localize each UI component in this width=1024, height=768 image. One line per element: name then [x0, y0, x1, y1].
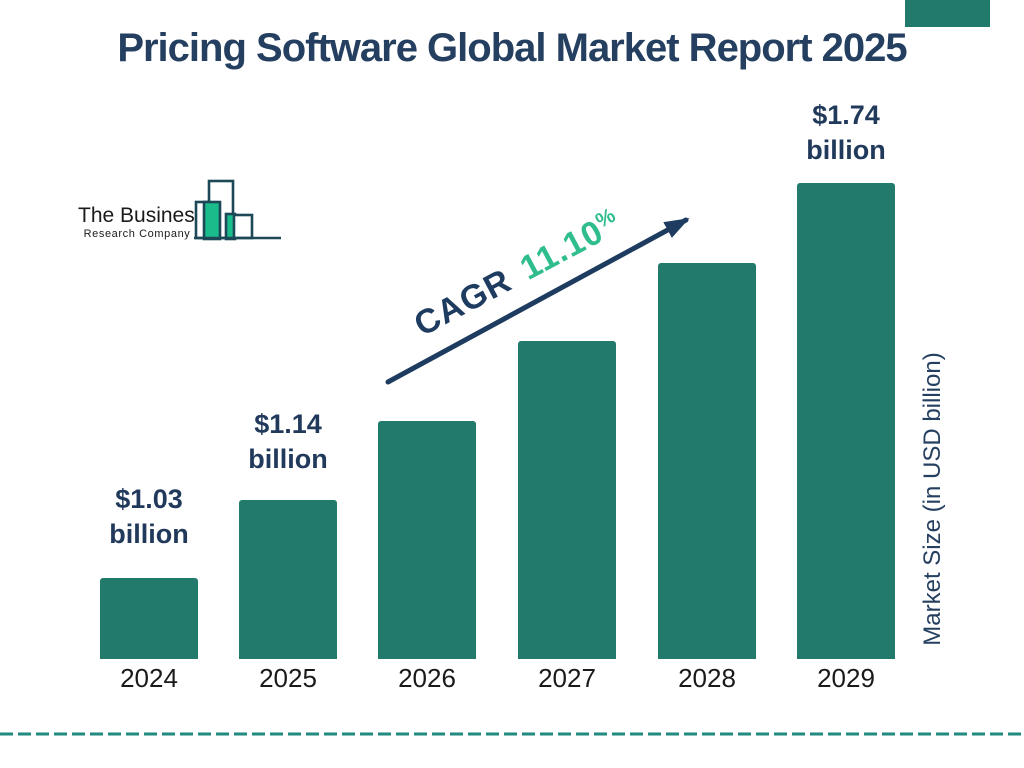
value-amount: $1.14 — [254, 409, 322, 439]
logo-company-name: The Business — [78, 204, 206, 227]
value-amount: $1.03 — [115, 484, 183, 514]
year-label-2029: 2029 — [817, 663, 875, 693]
value-amount: $1.74 — [812, 100, 880, 130]
year-label-2025: 2025 — [259, 663, 317, 693]
year-label-2026: 2026 — [398, 663, 456, 693]
year-label-2028: 2028 — [678, 663, 736, 693]
value-unit: billion — [109, 519, 189, 549]
logo-text: The Business Research Company — [78, 204, 206, 240]
logo-bar-chart-icon — [194, 179, 281, 241]
y-axis-label: Market Size (in USD billion) — [919, 352, 946, 646]
bar-2025 — [239, 500, 337, 659]
company-logo: The Business Research Company — [78, 178, 288, 248]
value-label-2024: $1.03 billion — [69, 482, 229, 552]
value-label-2029: $1.74 billion — [766, 98, 926, 168]
bar-2028 — [658, 263, 756, 659]
year-label-2027: 2027 — [538, 663, 596, 693]
year-label-2024: 2024 — [120, 663, 178, 693]
corner-accent-bar — [905, 0, 990, 27]
value-label-2025: $1.14 billion — [208, 407, 368, 477]
chart-title: Pricing Software Global Market Report 20… — [117, 26, 907, 70]
logo-company-subname: Research Company — [83, 228, 191, 240]
bar-2027 — [518, 341, 616, 659]
bar-2026 — [378, 421, 476, 659]
value-unit: billion — [248, 444, 328, 474]
value-unit: billion — [806, 135, 886, 165]
bottom-dashed-divider — [0, 732, 1024, 736]
bar-2029 — [797, 183, 895, 659]
bar-2024 — [100, 578, 198, 659]
